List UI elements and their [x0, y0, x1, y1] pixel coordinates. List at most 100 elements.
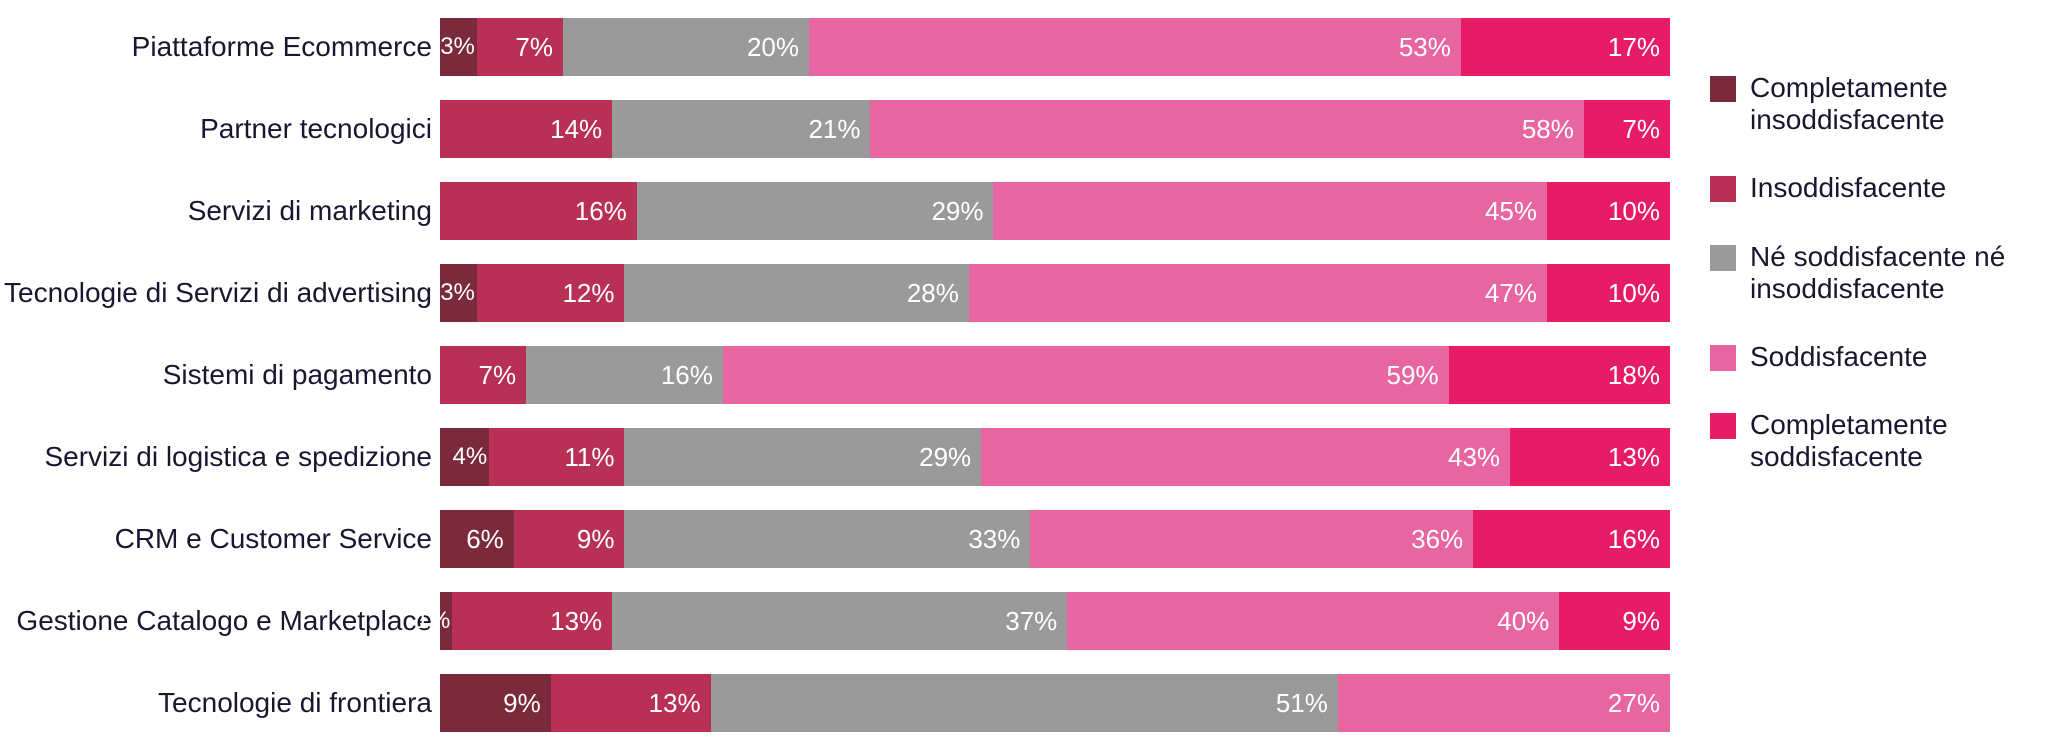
category-label: Piattaforme Ecommerce — [0, 31, 440, 63]
segment-value-label: 16% — [661, 360, 713, 391]
bar-segment: 27% — [1338, 674, 1670, 732]
bar-segment: 9% — [440, 674, 551, 732]
category-label: CRM e Customer Service — [0, 523, 440, 555]
segment-value-label: 3% — [440, 279, 475, 307]
legend-label: Né soddisfacente né insoddisfacente — [1750, 241, 2010, 305]
bar-segment: 21% — [612, 100, 870, 158]
segment-value-label: 7% — [479, 360, 517, 391]
stacked-bar: 3% 12% 28% 47% 10% — [440, 264, 1670, 322]
bar-segment: 12% — [477, 264, 625, 322]
bar-segment: 7% — [1584, 100, 1670, 158]
segment-value-label: 58% — [1522, 114, 1574, 145]
segment-value-label: 51% — [1276, 688, 1328, 719]
bar-segment: 18% — [1449, 346, 1670, 404]
segment-value-label: 47% — [1485, 278, 1537, 309]
bar-segment: 36% — [1030, 510, 1473, 568]
bar-segment: 20% — [563, 18, 809, 76]
category-label: Tecnologie di Servizi di advertising — [0, 277, 440, 309]
chart-row: Servizi di logistica e spedizione4%11%29… — [0, 422, 1670, 492]
satisfaction-stacked-bar-chart: Piattaforme Ecommerce3%7%20%53%17%Partne… — [0, 12, 2048, 738]
segment-value-label: 16% — [575, 196, 627, 227]
segment-value-label: 10% — [1608, 278, 1660, 309]
bar-segment: 43% — [981, 428, 1510, 486]
segment-value-label: 9% — [577, 524, 615, 555]
legend-label: Insoddisfacente — [1750, 172, 1946, 204]
bar-segment: 59% — [723, 346, 1449, 404]
stacked-bar: 14% 21% 58% 7% — [440, 100, 1670, 158]
bar-segment: 17% — [1461, 18, 1670, 76]
bar-segment: 11% — [489, 428, 624, 486]
segment-value-label: 43% — [1448, 442, 1500, 473]
segment-value-label: 3% — [440, 33, 475, 61]
segment-value-label: 9% — [503, 688, 541, 719]
segment-value-label: 33% — [968, 524, 1020, 555]
bar-segment: 4% — [440, 428, 489, 486]
chart-bars-area: Piattaforme Ecommerce3%7%20%53%17%Partne… — [0, 12, 1670, 738]
segment-value-label: 10% — [1608, 196, 1660, 227]
legend-item: Soddisfacente — [1710, 341, 2010, 373]
bar-segment: 16% — [1473, 510, 1670, 568]
category-label: Sistemi di pagamento — [0, 359, 440, 391]
bar-segment: 3% — [440, 18, 477, 76]
bar-segment: 53% — [809, 18, 1461, 76]
legend-label: Completamente insoddisfacente — [1750, 72, 2010, 136]
bar-segment: 9% — [1559, 592, 1670, 650]
segment-value-label: 6% — [466, 524, 504, 555]
segment-value-label: 29% — [919, 442, 971, 473]
chart-legend: Completamente insoddisfacente Insoddisfac… — [1710, 72, 2010, 510]
segment-value-label: 21% — [808, 114, 860, 145]
stacked-bar: 6% 9% 33% 36% 16% — [440, 510, 1670, 568]
legend-item: Completamente insoddisfacente — [1710, 72, 2010, 136]
bar-segment: 33% — [624, 510, 1030, 568]
segment-value-label: 11% — [564, 442, 614, 473]
chart-row: Tecnologie di Servizi di advertising3% 12… — [0, 258, 1670, 328]
category-label: Gestione Catalogo e Marketplace — [0, 605, 440, 637]
stacked-bar: 7% 16% 59% 18% — [440, 346, 1670, 404]
segment-value-label: 18% — [1608, 360, 1660, 391]
chart-row: Gestione Catalogo e Marketplace1%13%37%4… — [0, 586, 1670, 656]
segment-value-label: 7% — [515, 32, 553, 63]
segment-value-label: 36% — [1411, 524, 1463, 555]
bar-segment: 9% — [514, 510, 625, 568]
bar-segment: 29% — [624, 428, 981, 486]
stacked-bar: 3% 7% 20% 53%17% — [440, 18, 1670, 76]
bar-segment: 3% — [440, 264, 477, 322]
bar-segment: 10% — [1547, 264, 1670, 322]
segment-value-label: 16% — [1608, 524, 1660, 555]
chart-row: Sistemi di pagamento 7% 16% 59% 18% — [0, 340, 1670, 410]
segment-value-label: 13% — [649, 688, 701, 719]
segment-value-label: 37% — [1005, 606, 1057, 637]
legend-swatch — [1710, 345, 1736, 371]
category-label: Servizi di marketing — [0, 195, 440, 227]
bar-segment: 14% — [440, 100, 612, 158]
legend-swatch — [1710, 76, 1736, 102]
segment-value-label: 9% — [1622, 606, 1660, 637]
segment-value-label: 20% — [747, 32, 799, 63]
segment-value-label: 7% — [1622, 114, 1660, 145]
legend-swatch — [1710, 413, 1736, 439]
bar-segment: 13% — [1510, 428, 1670, 486]
legend-item: Né soddisfacente né insoddisfacente — [1710, 241, 2010, 305]
chart-row: Servizi di marketing 16% 29%45% 10% — [0, 176, 1670, 246]
bar-segment: 47% — [969, 264, 1547, 322]
category-label: Tecnologie di frontiera — [0, 687, 440, 719]
chart-row: Tecnologie di frontiera 9% 13% 51% 27% — [0, 668, 1670, 738]
bar-segment: 7% — [477, 18, 563, 76]
bar-segment: 58% — [870, 100, 1583, 158]
segment-value-label: 12% — [562, 278, 614, 309]
bar-segment: 51% — [711, 674, 1338, 732]
bar-segment: 45% — [993, 182, 1547, 240]
chart-row: CRM e Customer Service 6% 9% 33% 36% 16% — [0, 504, 1670, 574]
segment-value-label: 28% — [907, 278, 959, 309]
stacked-bar: 9% 13% 51% 27% — [440, 674, 1670, 732]
stacked-bar: 4% 11% 29% 43% 13% — [440, 428, 1670, 486]
bar-segment: 40% — [1067, 592, 1559, 650]
bar-segment: 16% — [526, 346, 723, 404]
bar-segment: 13% — [452, 592, 612, 650]
bar-segment: 29% — [637, 182, 994, 240]
segment-value-label: 13% — [1608, 442, 1660, 473]
category-label: Partner tecnologici — [0, 113, 440, 145]
bar-segment: 28% — [624, 264, 968, 322]
stacked-bar: 16% 29%45% 10% — [440, 182, 1670, 240]
segment-value-label: 40% — [1497, 606, 1549, 637]
